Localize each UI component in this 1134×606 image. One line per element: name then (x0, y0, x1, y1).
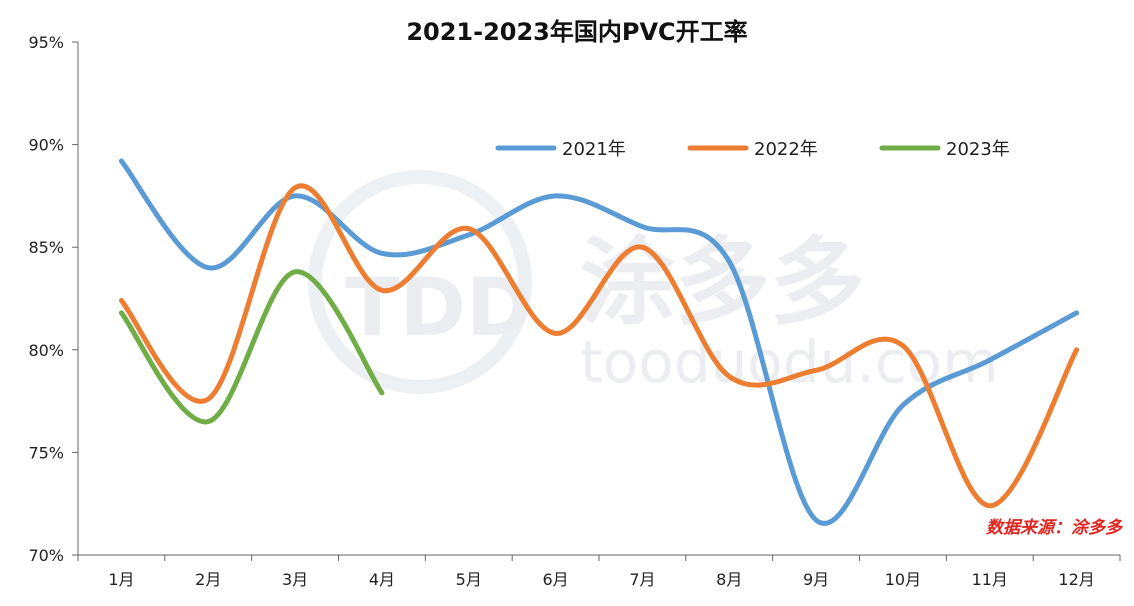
svg-text:TDD: TDD (345, 261, 532, 354)
svg-text:涂多多: 涂多多 (580, 228, 865, 338)
y-tick-label: 85% (28, 238, 64, 257)
y-tick-label: 95% (28, 33, 64, 52)
x-tick-label: 6月 (542, 570, 568, 589)
x-tick-label: 11月 (972, 570, 1008, 589)
legend-label: 2022年 (754, 139, 818, 160)
x-tick-label: 9月 (803, 570, 829, 589)
y-tick-label: 90% (28, 136, 64, 155)
y-tick-label: 75% (28, 443, 64, 462)
y-tick-label: 70% (28, 546, 64, 565)
x-tick-label: 10月 (885, 570, 921, 589)
x-tick-label: 8月 (716, 570, 742, 589)
x-tick-label: 7月 (629, 570, 655, 589)
x-tick-label: 3月 (282, 570, 308, 589)
y-tick-label: 80% (28, 341, 64, 360)
legend-label: 2023年 (946, 139, 1010, 160)
series-line-2023年 (118, 269, 385, 425)
chart-title: 2021-2023年国内PVC开工率 (406, 18, 747, 46)
x-tick-label: 4月 (369, 570, 395, 589)
x-tick-label: 2月 (195, 570, 221, 589)
source-note: 数据来源：涂多多 (986, 518, 1124, 538)
legend-label: 2021年 (562, 139, 626, 160)
watermark: TDD 涂多多 tooduodu.com (308, 170, 999, 396)
x-tick-label: 1月 (108, 570, 134, 589)
x-tick-label: 12月 (1058, 570, 1094, 589)
series-line-2022年 (118, 183, 1080, 509)
x-tick-label: 5月 (456, 570, 482, 589)
